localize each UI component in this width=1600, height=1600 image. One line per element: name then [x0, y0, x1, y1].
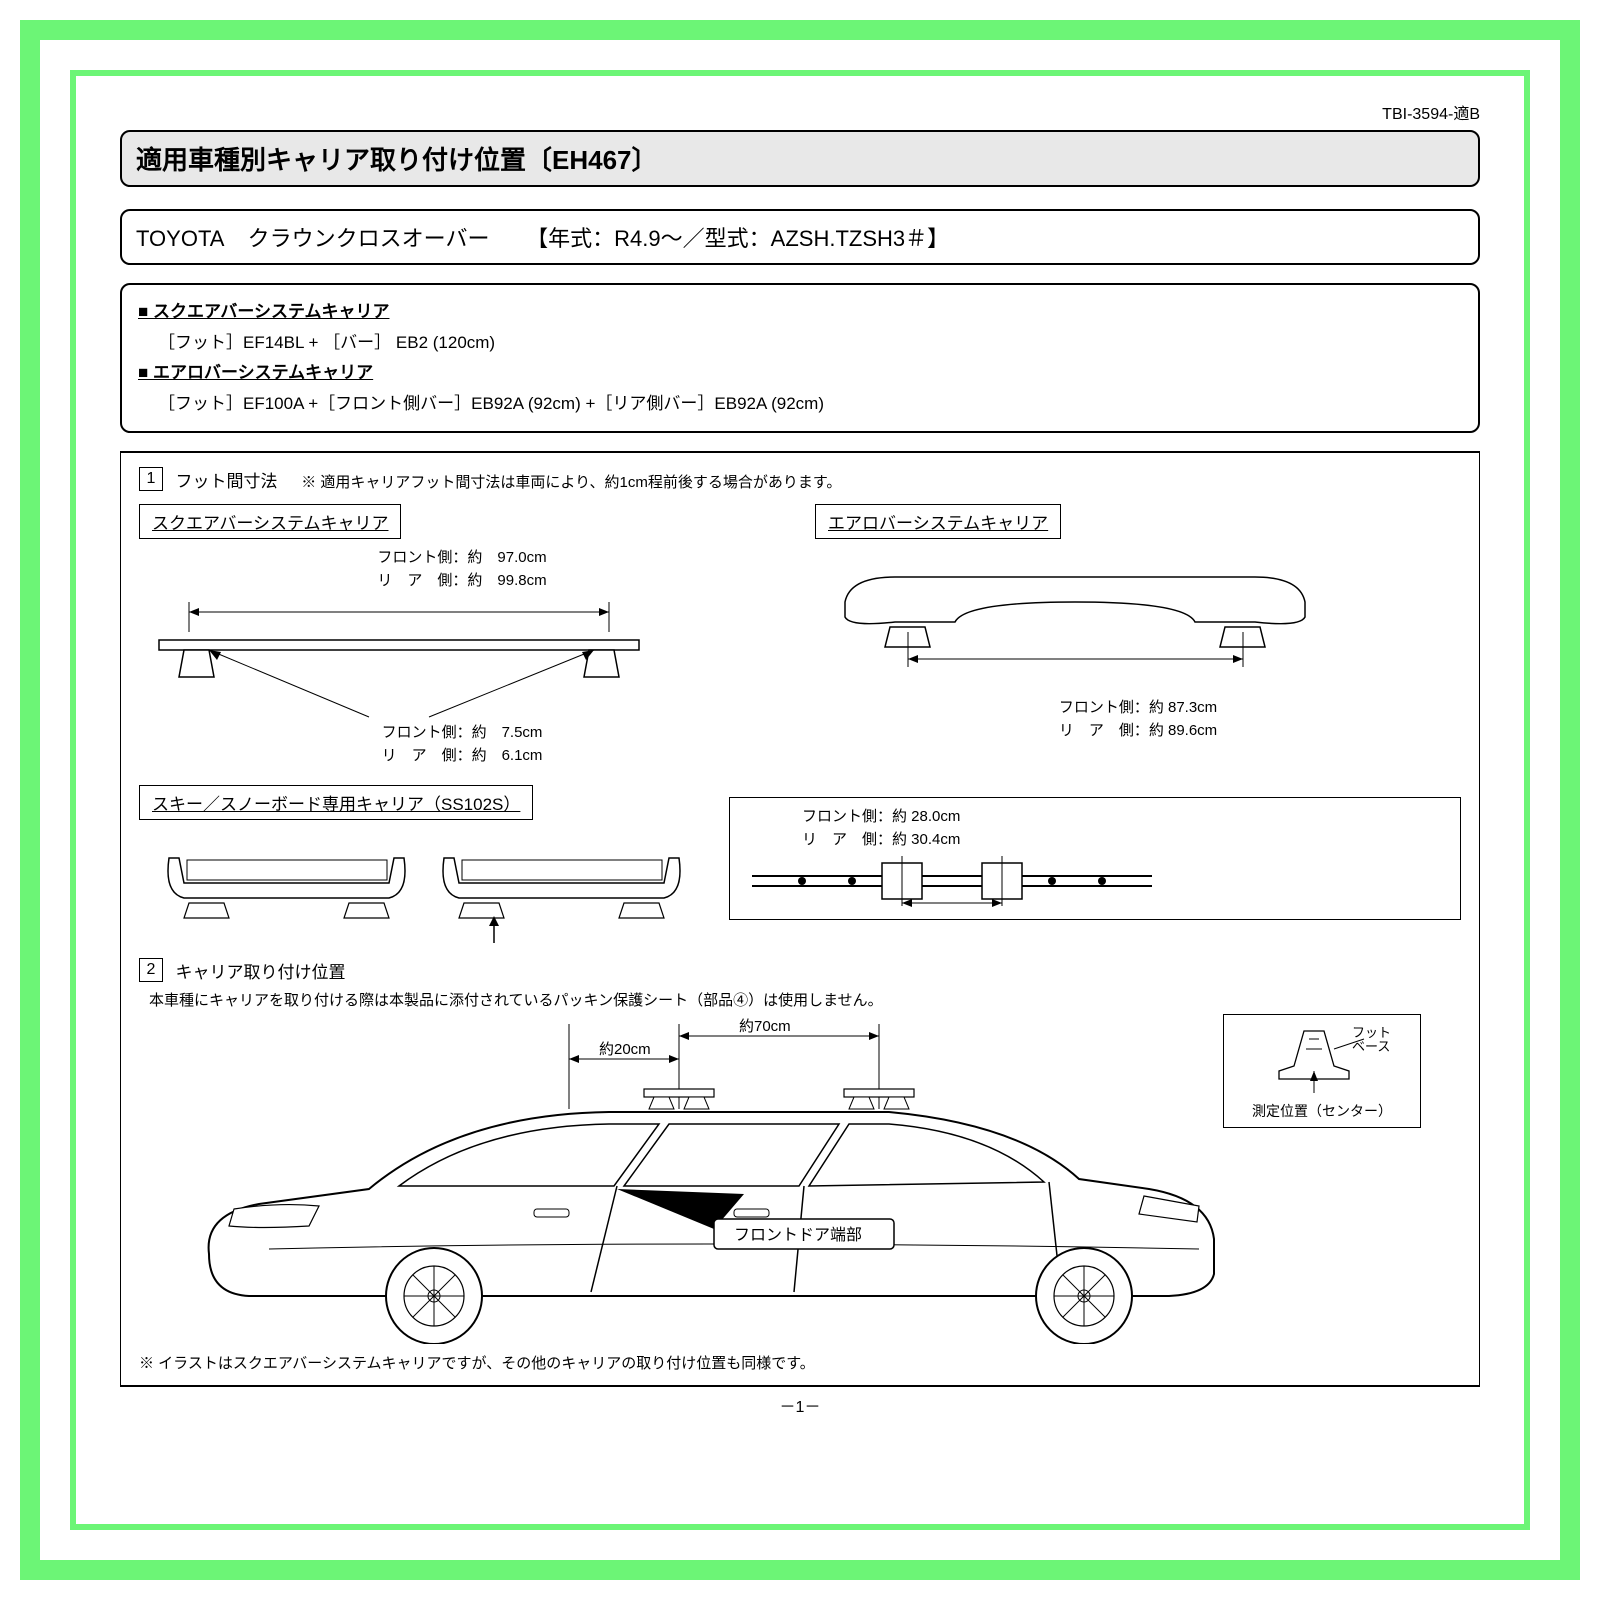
dim-20cm: 約20cm [599, 1041, 651, 1058]
square-diagram: スクエアバーシステムキャリア フロント側：約 97.0cm リ ア 側：約 99… [139, 496, 785, 767]
vehicle-box: TOYOTA クラウンクロスオーバー 【年式：R4.9～／型式：AZSH.TZS… [120, 209, 1480, 265]
section-1-title: フット間寸法 [175, 472, 277, 491]
meas-pos-label: 測定位置（センター） [1234, 1101, 1410, 1121]
svg-text:フット: フット [1352, 1025, 1391, 1040]
ski-detail-svg [742, 851, 1162, 911]
footnote: ※ イラストはスクエアバーシステムキャリアですが、その他のキャリアの取り付け位置… [139, 1352, 1461, 1373]
ski-svg [139, 828, 699, 948]
foot-base-box: フット ベース 測定位置（センター） [1223, 1014, 1421, 1128]
section-2-body: 本車種にキャリアを取り付ける際は本製品に添付されているパッキン保護シート（部品④… [149, 989, 1461, 1010]
vehicle-year: R4.9～ [614, 226, 682, 251]
svg-text:ベース: ベース [1352, 1039, 1390, 1054]
aero-measure: フロント側：約 87.3cm リ ア 側：約 89.6cm [815, 697, 1461, 742]
ski-diagram: スキー／スノーボード専用キャリア（SS102S） [139, 777, 699, 948]
main-box: 1 フット間寸法 ※ 適用キャリアフット間寸法は車両により、約1cm程前後する場… [120, 451, 1480, 1387]
aero-system-line: ［フット］EF100A +［フロント側バー］EB92A (92cm) +［リア側… [138, 389, 1462, 420]
square-bar-svg [139, 592, 659, 722]
car-diagram-wrap: 約20cm 約70cm [139, 1014, 1461, 1344]
aero-diagram: エアロバーシステムキャリア フロント側：約 87.3cm リ ア 側：約 89.… [815, 496, 1461, 767]
aero-bar-svg [815, 547, 1335, 697]
section-2-header: 2 キャリア取り付け位置 [139, 958, 1461, 983]
square-top-measure: フロント側：約 97.0cm リ ア 側：約 99.8cm [139, 547, 785, 592]
vehicle-maker: TOYOTA [136, 226, 223, 251]
page-content: TBI-3594-適B 適用車種別キャリア取り付け位置〔EH467〕 TOYOT… [90, 90, 1510, 1510]
aero-system-title: エアロバーシステムキャリア [138, 363, 373, 382]
section-2-number: 2 [139, 958, 163, 982]
title-box: 適用車種別キャリア取り付け位置〔EH467〕 [120, 130, 1480, 187]
aero-sublabel: エアロバーシステムキャリア [815, 504, 1061, 539]
system-box: スクエアバーシステムキャリア ［フット］EF14BL + ［バー］ EB2 (1… [120, 283, 1480, 433]
square-bot-measure: フロント側：約 7.5cm リ ア 側：約 6.1cm [139, 722, 785, 767]
square-system-title: スクエアバーシステムキャリア [138, 302, 389, 321]
type-label: ／型式： [683, 226, 771, 251]
callout-text: フロントドア端部 [734, 1226, 862, 1244]
year-label: 年式： [548, 226, 614, 251]
section-1-number: 1 [139, 467, 163, 491]
ski-sublabel: スキー／スノーボード専用キャリア（SS102S） [139, 785, 533, 820]
document-code: TBI-3594-適B [120, 100, 1480, 124]
section-1-note: ※ 適用キャリアフット間寸法は車両により、約1cm程前後する場合があります。 [301, 474, 841, 491]
square-system-line: ［フット］EF14BL + ［バー］ EB2 (120cm) [138, 328, 1462, 359]
car-svg: 約20cm 約70cm [139, 1014, 1289, 1344]
dim-70cm: 約70cm [739, 1018, 791, 1035]
vehicle-type: AZSH.TZSH3＃ [771, 226, 927, 251]
vehicle-model: クラウンクロスオーバー [248, 226, 490, 251]
section-2-title: キャリア取り付け位置 [175, 963, 345, 982]
ski-detail: フロント側：約 28.0cm リ ア 側：約 30.4cm [729, 777, 1461, 920]
square-sublabel: スクエアバーシステムキャリア [139, 504, 401, 539]
section-1-header: 1 フット間寸法 ※ 適用キャリアフット間寸法は車両により、約1cm程前後する場… [139, 467, 1461, 492]
page-number: －1－ [120, 1393, 1480, 1417]
